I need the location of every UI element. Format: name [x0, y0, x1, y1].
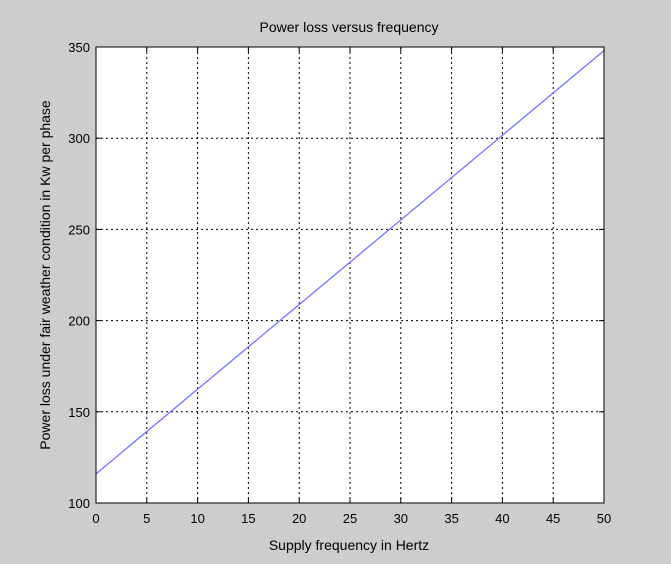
x-tick-label: 50 [597, 511, 611, 526]
x-tick-label: 5 [143, 511, 150, 526]
x-tick-label: 35 [444, 511, 458, 526]
x-tick-label: 20 [292, 511, 306, 526]
y-tick-label: 250 [68, 222, 90, 237]
y-tick-label: 100 [68, 496, 90, 511]
x-tick-label: 0 [92, 511, 99, 526]
grid-lines [96, 47, 604, 503]
y-tick-label: 200 [68, 314, 90, 329]
axis-ticks: 0 5 10 15 20 25 30 35 40 45 50 100 150 200 250 300 350 [68, 40, 611, 526]
x-tick-label: 10 [190, 511, 204, 526]
y-axis-label: Power loss under fair weather condition … [37, 100, 53, 450]
x-tick-label: 25 [343, 511, 357, 526]
chart-title: Power loss versus frequency [260, 19, 439, 35]
x-tick-label: 40 [495, 511, 509, 526]
x-axis-label: Supply frequency in Hertz [269, 537, 429, 553]
series-layer [95, 50, 605, 475]
y-tick-label: 300 [68, 131, 90, 146]
series-line-0 [95, 50, 605, 475]
x-tick-label: 15 [241, 511, 255, 526]
x-tick-label: 45 [546, 511, 560, 526]
plot-area [96, 47, 604, 503]
y-tick-label: 350 [68, 40, 90, 55]
y-tick-label: 150 [68, 405, 90, 420]
x-tick-label: 30 [394, 511, 408, 526]
